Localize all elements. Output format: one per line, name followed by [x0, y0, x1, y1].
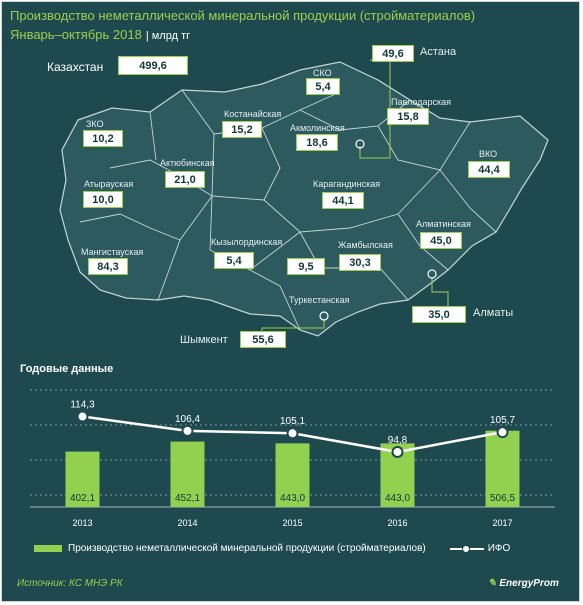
astana-marker: [355, 139, 365, 149]
region-label-zhambyl: Жамбылская: [338, 240, 393, 250]
x-tick-2013: 2013: [72, 518, 92, 528]
shymkent-marker: [319, 311, 329, 321]
kazakhstan-value: 499,6: [118, 56, 188, 75]
x-tick-2017: 2017: [492, 518, 512, 528]
ifo-point-2013: [76, 410, 89, 423]
ifo-label-2013: 114,3: [70, 400, 95, 411]
annual-chart: 402,1 2013 452,1 2014 443,0 2015 443,0 2016 506,…: [30, 389, 555, 528]
bar-label-2015: 443,0: [280, 493, 305, 504]
unit-label: | млрд тг: [145, 30, 191, 42]
region-label-aktobe: Актюбинская: [160, 158, 215, 168]
x-tick-2016: 2016: [387, 518, 407, 528]
legend-bar-label: Производство неметаллической минеральной…: [68, 543, 426, 554]
bar-2015: [275, 443, 310, 507]
value-mangistau: 84,3: [88, 258, 128, 275]
region-label-vko: ВКО: [479, 149, 497, 159]
kazakhstan-map: ЗКО Атырауская Мангистауская Актюбинская…: [59, 59, 549, 337]
ifo-label-2015: 105,1: [280, 416, 305, 427]
region-label-pavlodar: Павлодарская: [391, 97, 451, 107]
legend-line-label: ИФО: [487, 543, 511, 554]
bar-label-2013: 402,1: [70, 493, 95, 504]
region-labels: ЗКО Атырауская Мангистауская Актюбинская…: [81, 68, 497, 305]
ifo-label-2017: 105,7: [490, 415, 515, 426]
annual-section-title: Годовые данные: [20, 363, 114, 375]
region-label-kyzylorda: Кызылординская: [211, 237, 282, 247]
ifo-label-2014: 106,4: [175, 414, 200, 425]
value-aktobe: 21,0: [165, 171, 205, 188]
value-almaty-obl: 45,0: [420, 232, 462, 249]
bar-2014: [170, 441, 205, 507]
region-label-sko: СКО: [313, 68, 332, 78]
logo-text: EnergyProm: [499, 578, 559, 589]
region-label-almaty-obl: Алматинская: [416, 219, 471, 229]
page-title: Производство неметаллической минеральной…: [10, 8, 476, 23]
period: Январь–октябрь 2018: [10, 27, 142, 42]
city-label-shymkent: Шымкент: [180, 334, 228, 346]
value-astana: 49,6: [372, 45, 414, 62]
bar-2017: [485, 430, 520, 507]
x-tick-2014: 2014: [177, 518, 197, 528]
page-subtitle: Январь–октябрь 2018 | млрд тг: [10, 27, 190, 42]
chart-legend: Производство неметаллической минеральной…: [34, 543, 510, 554]
value-karaganda: 44,1: [322, 192, 364, 209]
bar-2013: [65, 451, 100, 507]
ifo-point-2016: [391, 445, 404, 458]
value-sko: 5,4: [306, 78, 340, 95]
ifo-point-2014: [181, 424, 194, 437]
value-shymkent: 55,6: [240, 331, 286, 348]
city-markers: [319, 139, 437, 321]
value-vko: 44,4: [468, 161, 510, 178]
city-label-astana: Астана: [420, 46, 457, 58]
ifo-point-2017: [496, 426, 509, 439]
energyprom-logo: ✎ EnergyProm: [488, 578, 559, 589]
country-outline: [59, 61, 549, 337]
region-label-zko: ЗКО: [86, 119, 104, 129]
value-almaty: 35,0: [412, 306, 466, 323]
ifo-label-2016: 94,8: [388, 435, 408, 446]
x-tick-2015: 2015: [282, 518, 302, 528]
value-kostanay: 15,2: [222, 121, 262, 138]
region-label-kostanay: Костанайская: [224, 109, 281, 119]
logo-icon: ✎: [488, 578, 497, 589]
almaty-marker: [427, 269, 437, 279]
value-turkestan: 9,5: [287, 258, 325, 275]
bar-label-2016: 443,0: [385, 493, 410, 504]
bar-label-2014: 452,1: [175, 493, 200, 504]
region-label-turkestan: Туркестанская: [289, 295, 350, 305]
value-kyzylorda: 5,4: [214, 252, 254, 269]
region-label-akmola: Акмолинская: [290, 123, 345, 133]
value-zko: 10,2: [83, 130, 123, 147]
bar-label-2017: 506,5: [490, 493, 515, 504]
region-label-mangistau: Мангистауская: [81, 247, 143, 257]
legend-bar-swatch: [34, 545, 62, 552]
city-label-almaty: Алматы: [473, 307, 514, 319]
legend-line-swatch: [449, 544, 484, 554]
value-pavlodar: 15,8: [387, 108, 429, 125]
value-akmola: 18,6: [296, 134, 338, 151]
region-label-karaganda: Карагандинская: [313, 179, 380, 189]
value-zhambyl: 30,3: [339, 254, 381, 271]
value-atyrau: 10,0: [83, 191, 123, 208]
kazakhstan-label: Казахстан: [47, 60, 104, 74]
ifo-point-2015: [286, 427, 299, 440]
region-label-atyrau: Атырауская: [84, 179, 133, 189]
source-note: Источник: КС МНЭ РК: [17, 578, 123, 589]
